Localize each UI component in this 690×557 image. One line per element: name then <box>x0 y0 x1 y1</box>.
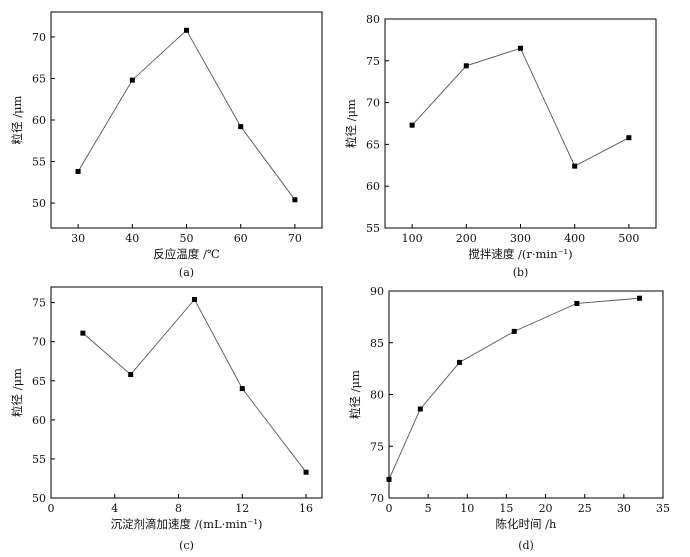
y-axis-label: 粒径 /μm <box>348 370 362 419</box>
x-tick-label: 100 <box>402 232 423 245</box>
panel-label: (b) <box>513 266 529 279</box>
x-axis-label: 沉淀剂滴加速度 /(mL·min⁻¹) <box>111 517 263 531</box>
x-tick-label: 8 <box>175 502 182 515</box>
y-tick-label: 90 <box>370 285 384 298</box>
x-tick-label: 0 <box>386 502 393 515</box>
chart-panel: 30 40 50 60 70 50 55 60 65 70 反应温度 /℃ 粒径 /μm (a) <box>10 11 323 279</box>
y-tick-label: 60 <box>32 114 46 127</box>
x-tick-label: 5 <box>425 502 432 515</box>
series-line <box>388 297 640 480</box>
data-point <box>626 135 632 141</box>
data-point <box>572 163 578 169</box>
data-point <box>409 122 415 128</box>
plot-frame <box>388 290 664 499</box>
y-tick-label: 50 <box>32 197 46 210</box>
x-tick-label: 10 <box>460 502 474 515</box>
data-point <box>292 197 298 203</box>
chart-panel: 0 4 8 12 16 50 55 60 65 70 75 沉淀剂滴加速度 /(mL·min⁻¹) 粒径… <box>10 286 323 552</box>
y-axis-label: 粒径 /μm <box>344 99 358 148</box>
y-tick-label: 65 <box>32 72 46 85</box>
y-tick-label: 80 <box>366 13 380 26</box>
x-tick-label: 0 <box>48 502 55 515</box>
y-tick-label: 70 <box>370 492 384 505</box>
y-tick-label: 55 <box>32 453 46 466</box>
data-point <box>637 295 643 301</box>
panel-label: (a) <box>179 266 194 279</box>
plot-frame <box>50 286 323 499</box>
data-point <box>238 124 244 130</box>
series-line <box>411 47 630 167</box>
x-tick-label: 25 <box>578 502 592 515</box>
x-tick-label: 300 <box>510 232 531 245</box>
y-tick-label: 60 <box>366 180 380 193</box>
panel-label: (c) <box>179 539 194 552</box>
data-point <box>75 169 81 175</box>
x-tick-label: 35 <box>656 502 670 515</box>
data-point <box>456 359 462 365</box>
data-point <box>386 476 392 482</box>
y-tick-label: 75 <box>370 440 384 453</box>
data-point <box>303 469 309 475</box>
x-tick-label: 200 <box>456 232 477 245</box>
x-axis-label: 搅拌速度 /(r·min⁻¹) <box>468 247 572 261</box>
x-tick-label: 50 <box>180 232 194 245</box>
y-tick-label: 60 <box>32 414 46 427</box>
series-line <box>77 29 296 201</box>
y-tick-label: 75 <box>32 297 46 310</box>
y-tick-label: 85 <box>370 337 384 350</box>
y-tick-label: 70 <box>366 97 380 110</box>
x-tick-label: 40 <box>125 232 139 245</box>
y-axis-label: 粒径 /μm <box>10 368 24 417</box>
x-axis-label: 陈化时间 /h <box>496 517 558 531</box>
data-point <box>417 406 423 412</box>
x-tick-label: 500 <box>618 232 639 245</box>
x-tick-label: 30 <box>71 232 85 245</box>
data-point <box>184 27 189 33</box>
x-tick-label: 70 <box>288 232 302 245</box>
data-point <box>239 386 245 392</box>
x-tick-label: 4 <box>111 502 118 515</box>
data-point <box>129 77 135 83</box>
series-line <box>82 298 307 473</box>
data-point <box>463 63 469 69</box>
x-tick-label: 400 <box>564 232 585 245</box>
x-tick-label: 60 <box>234 232 248 245</box>
y-tick-label: 55 <box>366 222 380 235</box>
chart-panel: 0 5 10 15 20 25 30 35 70 75 80 85 90 陈化时间 /h 粒径 /μm (d) <box>348 285 670 552</box>
data-point <box>191 297 197 303</box>
chart-panel: 100 200 300 400 500 55 60 65 70 75 80 搅拌速度 /(r·min⁻… <box>344 13 657 279</box>
y-tick-label: 80 <box>370 389 384 402</box>
y-axis-label: 粒径 /μm <box>10 95 24 144</box>
data-point <box>574 300 580 306</box>
x-tick-label: 30 <box>617 502 631 515</box>
y-tick-label: 70 <box>32 336 46 349</box>
x-axis-label: 反应温度 /℃ <box>153 247 220 261</box>
y-tick-label: 75 <box>366 55 380 68</box>
y-tick-label: 65 <box>366 138 380 151</box>
data-point <box>518 45 523 51</box>
x-tick-label: 16 <box>299 502 313 515</box>
y-tick-label: 55 <box>32 156 46 169</box>
data-point <box>511 328 517 334</box>
y-tick-label: 50 <box>32 492 46 505</box>
panel-label: (d) <box>518 539 534 552</box>
x-tick-label: 12 <box>235 502 249 515</box>
data-point <box>128 372 134 378</box>
data-point <box>80 330 86 336</box>
y-tick-label: 65 <box>32 375 46 388</box>
y-tick-label: 70 <box>32 31 46 44</box>
x-tick-label: 20 <box>539 502 553 515</box>
plot-frame <box>50 11 323 229</box>
x-tick-label: 15 <box>499 502 513 515</box>
